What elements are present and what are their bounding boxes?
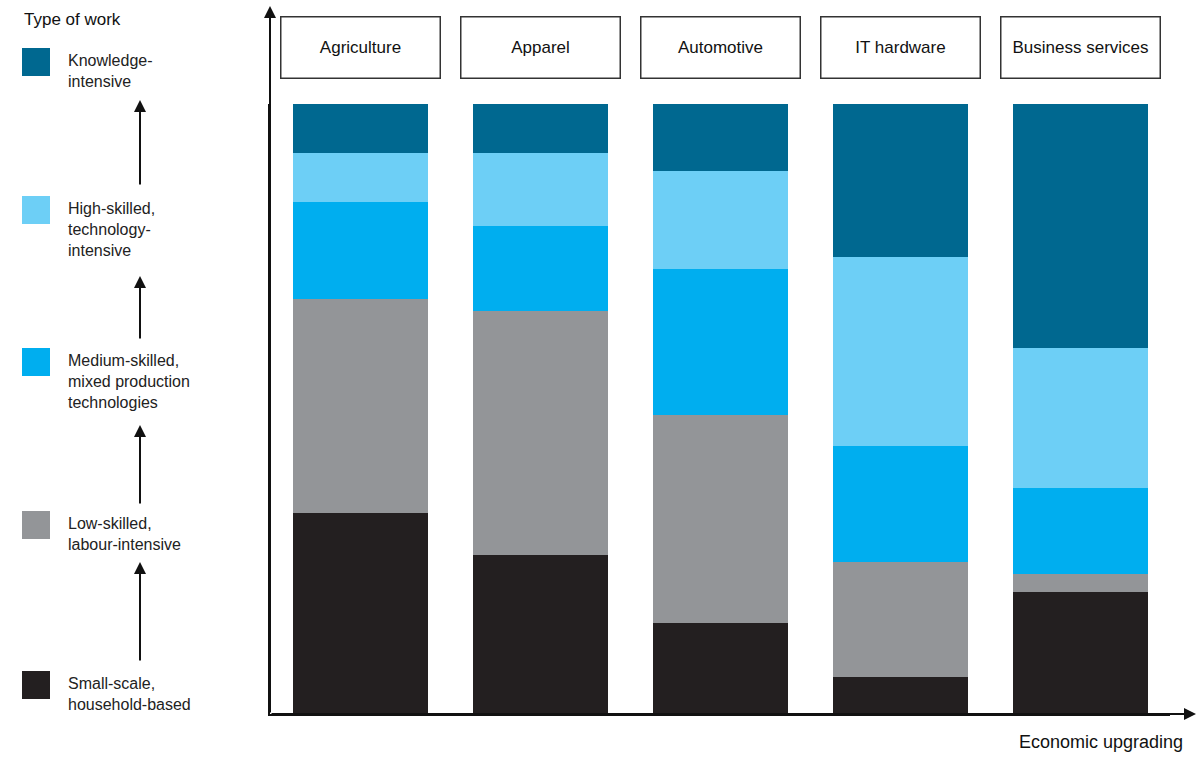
svg-text:Small-scale,household-based: Small-scale,household-based [68,675,191,713]
svg-text:Type of work: Type of work [24,10,121,29]
svg-text:Business services: Business services [1012,38,1148,57]
svg-text:Automotive: Automotive [678,38,763,57]
svg-text:Medium-skilled,mixed productio: Medium-skilled,mixed productiontechnolog… [68,352,190,411]
svg-text:Apparel: Apparel [511,38,570,57]
svg-text:Low-skilled,labour-intensive: Low-skilled,labour-intensive [68,515,181,553]
svg-text:Agriculture: Agriculture [320,38,401,57]
svg-text:Economic upgrading: Economic upgrading [1019,732,1183,752]
svg-text:High-skilled,technology-intens: High-skilled,technology-intensive [68,200,155,259]
svg-text:Knowledge-intensive: Knowledge-intensive [68,52,153,90]
svg-text:IT hardware: IT hardware [855,38,945,57]
